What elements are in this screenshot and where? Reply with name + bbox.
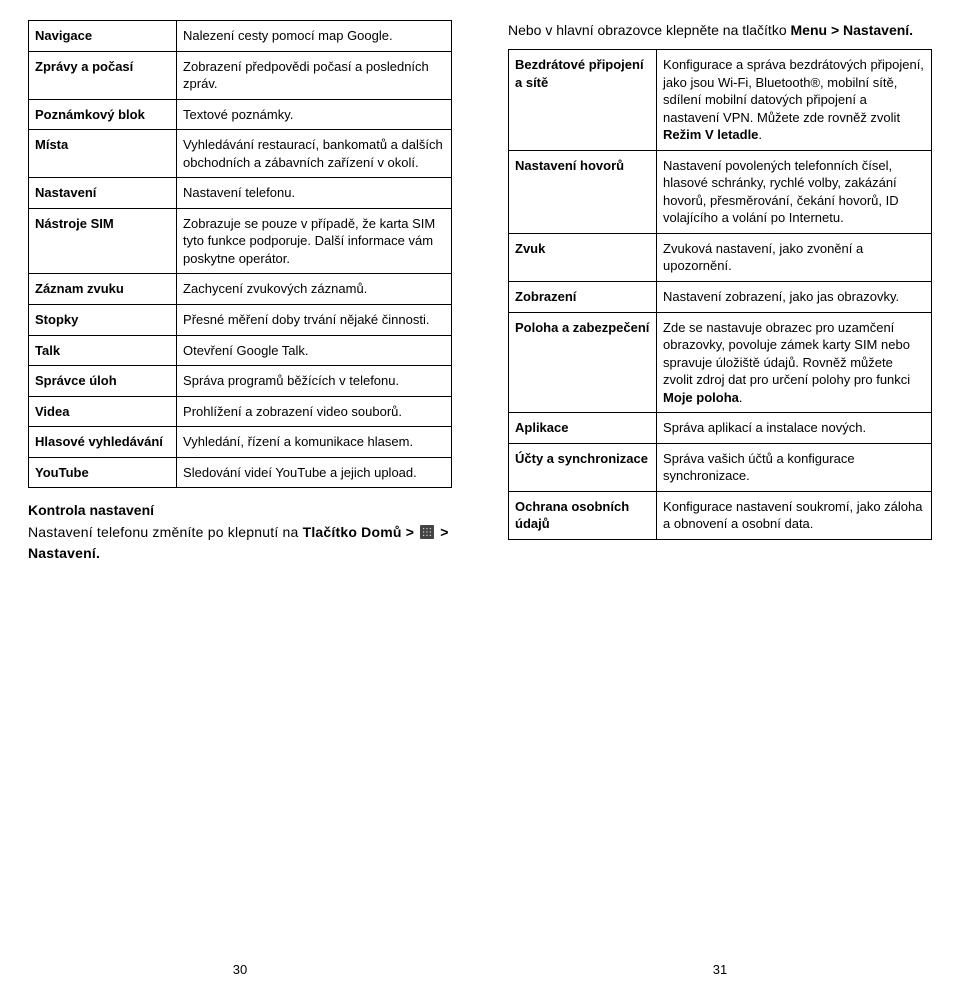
- feature-name: Nastavení: [29, 178, 177, 209]
- feature-name: Talk: [29, 335, 177, 366]
- left-paragraph: Nastavení telefonu změníte po klepnutí n…: [28, 522, 452, 564]
- page-number-right: 31: [480, 962, 960, 977]
- feature-description: Zachycení zvukových záznamů.: [177, 274, 452, 305]
- feature-description: Vyhledávání restaurací, bankomatů a dalš…: [177, 130, 452, 178]
- table-row: Poloha a zabezpečeníZde se nastavuje obr…: [509, 312, 932, 413]
- feature-description: Zobrazení předpovědi počasí a posledních…: [177, 51, 452, 99]
- setting-description: Zvuková nastavení, jako zvonění a upozor…: [657, 233, 932, 281]
- setting-description: Správa aplikací a instalace nových.: [657, 413, 932, 444]
- feature-description: Sledování videí YouTube a jejich upload.: [177, 457, 452, 488]
- feature-name: Stopky: [29, 305, 177, 336]
- table-row: Hlasové vyhledáváníVyhledání, řízení a k…: [29, 427, 452, 458]
- desc-after: .: [758, 127, 762, 142]
- table-row: StopkyPřesné měření doby trvání nějaké č…: [29, 305, 452, 336]
- feature-description: Vyhledání, řízení a komunikace hlasem.: [177, 427, 452, 458]
- feature-name: Navigace: [29, 21, 177, 52]
- feature-name: YouTube: [29, 457, 177, 488]
- table-row: VideaProhlížení a zobrazení video soubor…: [29, 396, 452, 427]
- feature-name: Nástroje SIM: [29, 208, 177, 274]
- setting-description: Konfigurace nastavení soukromí, jako zál…: [657, 491, 932, 539]
- setting-description: Nastavení zobrazení, jako jas obrazovky.: [657, 282, 932, 313]
- feature-description: Prohlížení a zobrazení video souborů.: [177, 396, 452, 427]
- feature-description: Nalezení cesty pomocí map Google.: [177, 21, 452, 52]
- table-row: ZobrazeníNastavení zobrazení, jako jas o…: [509, 282, 932, 313]
- feature-description: Přesné měření doby trvání nějaké činnost…: [177, 305, 452, 336]
- table-row: TalkOtevření Google Talk.: [29, 335, 452, 366]
- table-row: AplikaceSpráva aplikací a instalace nový…: [509, 413, 932, 444]
- table-row: Účty a synchronizaceSpráva vašich účtů a…: [509, 443, 932, 491]
- desc-text: Konfigurace a správa bezdrátových připoj…: [663, 57, 924, 125]
- setting-description: Správa vašich účtů a konfigurace synchro…: [657, 443, 932, 491]
- feature-name: Hlasové vyhledávání: [29, 427, 177, 458]
- apps-grid-icon: [420, 525, 434, 539]
- feature-name: Správce úloh: [29, 366, 177, 397]
- setting-name: Zobrazení: [509, 282, 657, 313]
- table-row: Záznam zvukuZachycení zvukových záznamů.: [29, 274, 452, 305]
- table-row: Poznámkový blokTextové poznámky.: [29, 99, 452, 130]
- setting-description: Konfigurace a správa bezdrátových připoj…: [657, 50, 932, 151]
- feature-description: Nastavení telefonu.: [177, 178, 452, 209]
- feature-name: Poznámkový blok: [29, 99, 177, 130]
- setting-name: Nastavení hovorů: [509, 150, 657, 233]
- table-row: MístaVyhledávání restaurací, bankomatů a…: [29, 130, 452, 178]
- table-row: NavigaceNalezení cesty pomocí map Google…: [29, 21, 452, 52]
- setting-name: Účty a synchronizace: [509, 443, 657, 491]
- table-row: YouTubeSledování videí YouTube a jejich …: [29, 457, 452, 488]
- feature-description: Otevření Google Talk.: [177, 335, 452, 366]
- table-row: Nastavení hovorůNastavení povolených tel…: [509, 150, 932, 233]
- desc-text: Zde se nastavuje obrazec pro uzamčení ob…: [663, 320, 910, 388]
- feature-description: Zobrazuje se pouze v případě, že karta S…: [177, 208, 452, 274]
- table-row: Ochrana osobních údajůKonfigurace nastav…: [509, 491, 932, 539]
- feature-name: Záznam zvuku: [29, 274, 177, 305]
- setting-name: Bezdrátové připojení a sítě: [509, 50, 657, 151]
- table-row: Nástroje SIMZobrazuje se pouze v případě…: [29, 208, 452, 274]
- right-features-table: Bezdrátové připojení a sítěKonfigurace a…: [508, 49, 932, 540]
- left-para-1b: Tlačítko Domů >: [303, 524, 419, 540]
- table-row: Zprávy a počasíZobrazení předpovědi poča…: [29, 51, 452, 99]
- left-section-title: Kontrola nastavení: [28, 502, 452, 518]
- table-row: NastaveníNastavení telefonu.: [29, 178, 452, 209]
- page-number-left: 30: [0, 962, 480, 977]
- setting-description: Nastavení povolených telefonních čísel, …: [657, 150, 932, 233]
- feature-name: Místa: [29, 130, 177, 178]
- table-row: Správce úlohSpráva programů běžících v t…: [29, 366, 452, 397]
- feature-description: Textové poznámky.: [177, 99, 452, 130]
- setting-name: Ochrana osobních údajů: [509, 491, 657, 539]
- right-top-paragraph: Nebo v hlavní obrazovce klepněte na tlač…: [508, 20, 932, 41]
- setting-name: Zvuk: [509, 233, 657, 281]
- left-para-1a: Nastavení telefonu změníte po klepnutí n…: [28, 524, 303, 540]
- setting-description: Zde se nastavuje obrazec pro uzamčení ob…: [657, 312, 932, 413]
- right-top-a: Nebo v hlavní obrazovce klepněte na tlač…: [508, 22, 791, 38]
- feature-name: Zprávy a počasí: [29, 51, 177, 99]
- desc-after: .: [739, 390, 743, 405]
- feature-name: Videa: [29, 396, 177, 427]
- table-row: Bezdrátové připojení a sítěKonfigurace a…: [509, 50, 932, 151]
- desc-bold: Režim V letadle: [663, 127, 758, 142]
- left-features-table: NavigaceNalezení cesty pomocí map Google…: [28, 20, 452, 488]
- table-row: ZvukZvuková nastavení, jako zvonění a up…: [509, 233, 932, 281]
- setting-name: Aplikace: [509, 413, 657, 444]
- right-top-b: Menu > Nastavení.: [791, 22, 914, 38]
- setting-name: Poloha a zabezpečení: [509, 312, 657, 413]
- feature-description: Správa programů běžících v telefonu.: [177, 366, 452, 397]
- desc-bold: Moje poloha: [663, 390, 739, 405]
